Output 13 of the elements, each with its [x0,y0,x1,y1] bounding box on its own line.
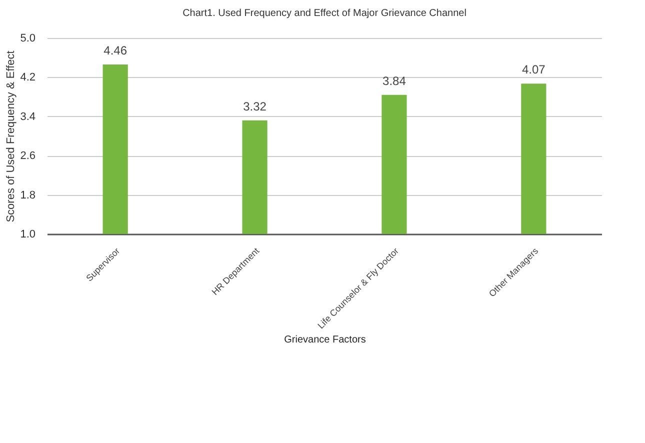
y-tick-label: 2.6 [20,150,36,162]
y-tick-label: 1.8 [20,189,36,202]
data-label: 4.46 [104,43,128,58]
data-label: 3.32 [243,99,267,114]
y-tick-label: 5.0 [20,32,36,44]
data-label: 4.07 [522,62,546,77]
x-axis-title: Grievance Factors [284,334,366,346]
y-axis-title: Scores of Used Frequency & Effect [5,50,18,222]
y-tick-label: 3.4 [20,110,36,123]
data-label: 3.84 [382,74,406,88]
chart-title: Chart1. Used Frequency and Effect of Major Grievance Channel [182,8,466,19]
y-tick-label: 4.2 [20,72,36,84]
y-tick-label: 1.0 [20,228,36,240]
